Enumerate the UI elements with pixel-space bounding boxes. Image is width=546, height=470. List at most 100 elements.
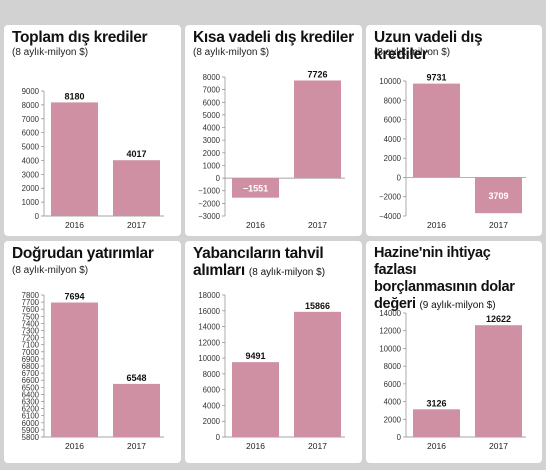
bar-value-label: 7726 [307,69,327,79]
panel-subtitle: (8 aylık-milyon $) [248,267,326,278]
panel-subtitle: (8 aylık-milyon $) [12,265,89,276]
bar-2016 [413,409,460,437]
y-tick-label: 16000 [198,307,220,316]
bar-2016 [232,362,279,437]
bar-2016 [413,83,460,178]
y-tick-label: 6400 [22,390,40,399]
y-tick-label: 1000 [22,198,40,207]
y-tick-label: 8000 [384,96,402,105]
bar-chart: −4000 −2000 0 2000 4000 6000 8000 10000 9731 2016… [379,73,526,230]
panel-title: Uzun vadeli dış krediler [374,29,483,63]
y-tick-label: 0 [397,173,402,182]
y-tick-label: 8000 [22,101,40,110]
y-tick-label: 7100 [22,341,40,350]
bar-chart: 0 2000 4000 6000 8000 10000 12000 14000 3126 2016… [379,309,526,451]
y-tick-label: 3000 [203,136,221,145]
y-tick-label: 6300 [22,398,40,407]
y-tick-label: −1000 [198,187,221,196]
y-tick-label: 12000 [198,338,220,347]
y-tick-label: 10000 [379,77,401,86]
x-category-label: 2016 [246,441,265,451]
panel-uzun-vadeli-dis-krediler: Uzun vadeli dış krediler (8 aylık-milyon… [366,25,542,236]
panel-title: Hazine'nin ihtiyaç fazlası borçlanmasını… [374,245,536,314]
y-tick-label: 12000 [379,327,401,336]
panel-title-line: değeri [374,296,416,312]
panel-title-line: borçlanmasının dolar [374,279,515,295]
y-tick-label: 6100 [22,412,40,421]
y-tick-label: 0 [397,433,402,442]
x-category-label: 2016 [65,220,84,230]
bar-chart: 0 1000 2000 3000 4000 5000 6000 7000 8000 9000 818… [22,87,164,230]
x-category-label: 2017 [308,220,327,230]
bar-chart: −3000 −2000 −1000 0 1000 2000 3000 4000 5000 6000… [198,69,345,230]
bar-value-label: 6548 [126,373,146,383]
y-tick-label: 6000 [203,386,221,395]
y-tick-label: 6500 [22,383,40,392]
panel-yabancilarin-tahvil-alimlari: Yabancıların tahvil alımları (8 aylık-mi… [185,241,362,463]
bar-chart: 0 2000 4000 6000 8000 10000 12000 14000 16000 180… [198,291,345,451]
bar-2017 [294,311,341,437]
y-tick-label: 5900 [22,426,40,435]
y-tick-label: 4000 [203,401,221,410]
y-tick-label: 2000 [384,415,402,424]
panel-title-line: Hazine'nin ihtiyaç fazlası [374,245,491,278]
y-tick-label: 7000 [22,348,40,357]
y-tick-label: 4000 [384,398,402,407]
panel-dogrudan-yatirimlar: Doğrudan yatırımlar (8 aylık-milyon $) 5… [4,241,181,463]
bar-value-label: 9491 [245,351,265,361]
y-tick-label: 6800 [22,362,40,371]
y-tick-label: 7700 [22,298,40,307]
panel-title-line: Yabancıların tahvil [193,245,324,262]
x-category-label: 2017 [489,220,508,230]
y-tick-label: 10000 [198,354,220,363]
panel-title: Yabancıların tahvil alımları (8 aylık-mi… [193,245,356,281]
y-tick-label: 7000 [22,115,40,124]
panel-subtitle: (8 aylık-milyon $) [12,47,89,58]
y-tick-label: 7300 [22,327,40,336]
y-tick-label: 9000 [22,87,40,96]
y-tick-label: 8000 [203,370,221,379]
y-tick-label: 7500 [22,312,40,321]
x-category-label: 2017 [489,441,508,451]
y-tick-label: 2000 [203,149,221,158]
y-tick-label: 14000 [198,323,220,332]
bar-value-label: 7694 [64,292,84,302]
y-tick-label: 18000 [198,291,220,300]
y-tick-label: 0 [216,433,221,442]
panel-kisa-vadeli-dis-krediler: Kısa vadeli dış krediler (8 aylık-milyon… [185,25,362,236]
y-tick-label: 5800 [22,433,40,442]
y-tick-label: 6000 [203,98,221,107]
bar-value-label: 15866 [305,301,330,311]
x-category-label: 2016 [65,441,84,451]
panel-subtitle: (8 aylık-milyon $) [374,47,451,58]
y-tick-label: 2000 [203,417,221,426]
y-tick-label: 0 [35,212,40,221]
x-category-label: 2016 [427,220,446,230]
y-tick-label: 4000 [384,135,402,144]
y-tick-label: 7400 [22,319,40,328]
y-tick-label: 4000 [203,124,221,133]
x-category-label: 2017 [308,441,327,451]
panel-title: Doğrudan yatırımlar [12,245,154,262]
y-tick-label: −2000 [198,199,221,208]
y-tick-label: 7600 [22,305,40,314]
y-tick-label: 10000 [379,344,401,353]
bar-chart: 5800590060006100620063006400650066006700… [22,291,164,451]
y-tick-label: 6000 [384,116,402,125]
y-tick-label: −2000 [379,193,402,202]
bar-2017 [475,177,522,214]
panel-toplam-dis-krediler: Toplam dış krediler (8 aylık-milyon $) 0… [4,25,181,236]
y-tick-label: 6200 [22,405,40,414]
y-tick-label: 7200 [22,334,40,343]
y-tick-label: 5000 [22,143,40,152]
panel-subtitle: (8 aylık-milyon $) [193,47,270,58]
bar-2016 [51,302,98,437]
bar-value-label: 9731 [426,73,446,83]
panel-title: Kısa vadeli dış krediler [193,29,354,46]
panel-subtitle: (9 aylık-milyon $) [419,300,496,311]
x-category-label: 2017 [127,441,146,451]
x-category-label: 2016 [246,220,265,230]
y-tick-label: 4000 [22,156,40,165]
bar-2017 [475,325,522,437]
